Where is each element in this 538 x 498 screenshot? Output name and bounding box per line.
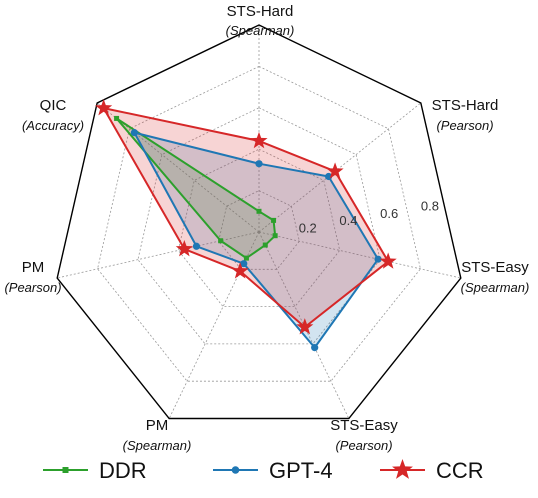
axis-metric-3: (Spearman) [461, 280, 530, 295]
grid-ring-1 [218, 190, 300, 270]
axis-metric-4: (Pearson) [335, 438, 392, 453]
legend-label-ddr: DDR [99, 458, 147, 483]
axis-name-1: STS-Hard [227, 3, 294, 20]
data-point-gpt-4-4 [311, 344, 319, 352]
axis-name-4: STS-Easy [330, 417, 398, 434]
legend-label-gpt-4: GPT-4 [269, 458, 333, 483]
data-point-gpt-4-7 [130, 129, 138, 137]
data-point-ddr-2 [271, 217, 277, 223]
axis-metric-5: (Spearman) [123, 438, 192, 453]
data-point-ddr-4 [262, 242, 268, 248]
data-point-gpt-4-6 [192, 242, 201, 250]
spoke-6 [57, 231, 260, 279]
series-markers [95, 99, 397, 352]
data-point-ccr-3 [379, 252, 397, 269]
data-point-ddr-6 [218, 238, 224, 244]
axis-name-3: STS-Easy [461, 259, 529, 276]
data-point-ccr-1 [250, 131, 268, 149]
series-fill-ccr [103, 108, 389, 328]
series-fills [103, 108, 389, 348]
legend-label-ccr: CCR [436, 458, 484, 483]
data-point-ccr-2 [326, 162, 344, 179]
tick-label: 0.2 [299, 221, 317, 236]
data-point-gpt-4-1 [255, 160, 263, 168]
data-point-ccr-6 [175, 240, 193, 257]
axis-name-2: STS-Hard [432, 97, 499, 114]
tick-label: 0.4 [339, 213, 357, 228]
grid-ring-3 [137, 107, 381, 345]
tick-label: 0.8 [421, 198, 439, 213]
axis-metric-2: (Pearson) [436, 118, 493, 133]
data-point-ccr-7 [95, 99, 113, 116]
spoke-4 [258, 231, 350, 419]
legend-marker-gpt-4 [231, 466, 240, 474]
data-point-gpt-4-5 [240, 260, 248, 268]
legend-marker-ddr [62, 467, 69, 473]
axis-metric-7: (Accuracy) [22, 118, 84, 133]
spoke-2 [258, 102, 422, 233]
tick-label: 0.6 [380, 206, 398, 221]
data-point-ccr-5 [231, 262, 249, 279]
axis-name-6: PM [22, 259, 45, 276]
radial-tick-labels: 0.2 0.4 0.6 0.8 [299, 198, 439, 235]
series-line-ddr [115, 117, 277, 260]
spoke-5 [168, 231, 260, 419]
axis-name-5: PM [146, 417, 169, 434]
data-point-ddr-3 [272, 233, 278, 239]
spoke-3 [258, 231, 461, 279]
outer-frame [56, 24, 462, 420]
axis-name-7: QIC [40, 97, 67, 114]
data-point-ddr-1 [256, 208, 262, 214]
data-point-ddr-7 [114, 115, 120, 121]
axis-metric-1: (Spearman) [226, 23, 295, 38]
data-point-ddr-5 [243, 255, 249, 261]
data-point-gpt-4-3 [374, 255, 382, 263]
series-lines [102, 107, 390, 349]
axis-labels: STS-Hard (Spearman) STS-Hard (Pearson) STS-E… [4, 3, 529, 453]
data-point-ccr-4 [296, 318, 314, 335]
series-line-ccr [102, 107, 390, 329]
data-point-gpt-4-2 [324, 172, 333, 181]
series-fill-gpt-4 [134, 132, 379, 348]
legend: DDR GPT-4 CCR [43, 458, 484, 483]
series-fill-ddr [116, 118, 276, 259]
axis-metric-6: (Pearson) [4, 280, 61, 295]
legend-marker-ccr [392, 459, 413, 479]
